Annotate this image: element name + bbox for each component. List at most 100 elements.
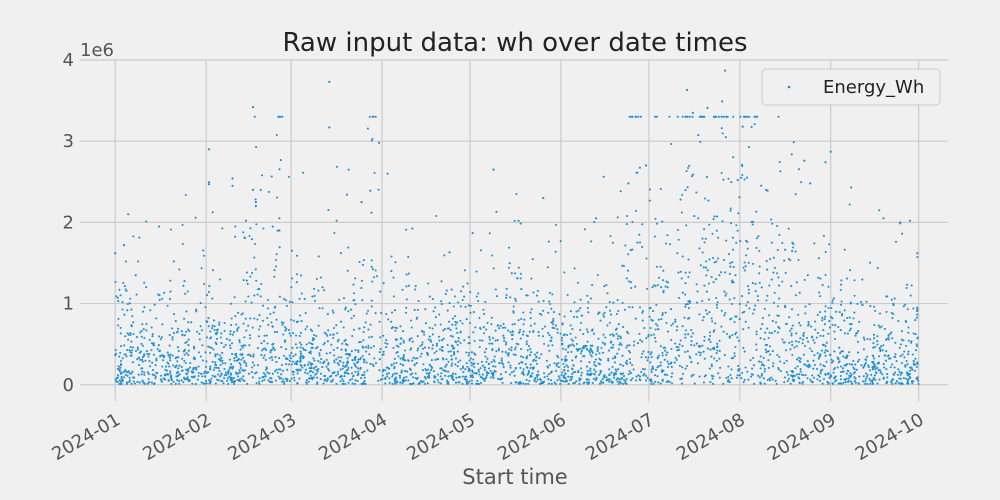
data-point bbox=[143, 353, 146, 356]
data-point bbox=[691, 332, 695, 335]
data-point bbox=[686, 303, 689, 306]
data-point bbox=[354, 370, 357, 373]
data-point bbox=[870, 373, 873, 376]
data-point bbox=[567, 375, 570, 378]
data-point bbox=[445, 358, 448, 361]
data-point bbox=[385, 375, 389, 378]
data-point bbox=[620, 373, 623, 376]
data-point bbox=[172, 260, 175, 263]
data-point bbox=[915, 310, 919, 313]
data-point bbox=[819, 334, 822, 337]
data-point bbox=[818, 291, 821, 294]
data-point bbox=[813, 354, 816, 357]
data-point bbox=[770, 241, 773, 244]
data-point bbox=[217, 373, 220, 376]
data-point bbox=[319, 372, 322, 375]
data-point bbox=[447, 370, 450, 373]
data-point bbox=[810, 325, 813, 328]
data-point bbox=[241, 379, 245, 382]
data-point bbox=[743, 378, 746, 381]
data-point bbox=[136, 380, 139, 383]
data-point bbox=[731, 236, 734, 239]
data-point bbox=[826, 350, 829, 353]
data-point bbox=[512, 310, 515, 313]
data-point bbox=[278, 357, 281, 360]
data-point bbox=[207, 181, 211, 184]
data-point bbox=[789, 259, 792, 262]
data-point bbox=[157, 344, 160, 347]
chart-title: Raw input data: wh over date times bbox=[282, 28, 747, 58]
data-point bbox=[867, 364, 870, 367]
data-point bbox=[217, 358, 220, 361]
data-point bbox=[513, 322, 516, 326]
data-point bbox=[469, 357, 473, 360]
data-point bbox=[662, 279, 665, 282]
data-point bbox=[182, 284, 185, 287]
data-point bbox=[309, 350, 312, 353]
data-point bbox=[274, 356, 277, 359]
data-point bbox=[824, 315, 827, 318]
data-point bbox=[607, 349, 611, 352]
data-point bbox=[473, 352, 476, 355]
data-point bbox=[760, 286, 763, 289]
data-point bbox=[395, 344, 398, 347]
data-point bbox=[428, 295, 431, 298]
data-point bbox=[306, 325, 309, 328]
data-point bbox=[898, 370, 901, 373]
data-point bbox=[627, 280, 630, 283]
data-point bbox=[225, 337, 228, 341]
data-point bbox=[795, 340, 798, 343]
data-point bbox=[484, 355, 487, 358]
data-point bbox=[459, 305, 462, 308]
data-point bbox=[299, 352, 303, 355]
data-point bbox=[197, 351, 200, 354]
data-point bbox=[537, 373, 540, 376]
data-point bbox=[625, 223, 628, 226]
data-point bbox=[872, 376, 875, 379]
data-point bbox=[255, 223, 258, 226]
data-point bbox=[670, 365, 673, 368]
data-point bbox=[512, 370, 516, 373]
data-point bbox=[511, 338, 514, 341]
data-point bbox=[514, 297, 517, 300]
data-point bbox=[668, 115, 671, 118]
data-point bbox=[830, 361, 833, 364]
data-point bbox=[429, 340, 432, 343]
data-point bbox=[447, 360, 450, 363]
data-point bbox=[588, 361, 591, 364]
data-point bbox=[602, 333, 605, 336]
data-point bbox=[729, 209, 732, 212]
data-point bbox=[313, 333, 316, 337]
data-point bbox=[641, 319, 644, 322]
data-point bbox=[705, 290, 708, 293]
data-point bbox=[916, 256, 919, 259]
data-point bbox=[370, 259, 373, 262]
data-point bbox=[830, 375, 833, 378]
data-point bbox=[891, 382, 894, 385]
data-point bbox=[856, 360, 859, 363]
data-point bbox=[185, 310, 188, 313]
data-point bbox=[594, 358, 597, 361]
data-point bbox=[325, 380, 328, 383]
data-point bbox=[872, 341, 875, 345]
data-point bbox=[325, 358, 328, 361]
data-point bbox=[273, 331, 276, 334]
data-point bbox=[332, 333, 335, 336]
data-point bbox=[472, 331, 475, 334]
data-point bbox=[151, 373, 154, 376]
data-point bbox=[725, 332, 728, 335]
data-point bbox=[850, 186, 853, 189]
data-point bbox=[718, 376, 721, 379]
data-point bbox=[909, 369, 912, 372]
data-point bbox=[794, 250, 797, 253]
data-point bbox=[729, 207, 732, 210]
data-point bbox=[364, 321, 367, 324]
data-point bbox=[688, 115, 691, 118]
data-point bbox=[371, 137, 374, 140]
data-point bbox=[677, 238, 680, 241]
data-point bbox=[187, 370, 190, 373]
data-point bbox=[757, 360, 761, 363]
data-point bbox=[448, 320, 451, 323]
data-point bbox=[798, 321, 801, 324]
data-point bbox=[288, 359, 291, 362]
